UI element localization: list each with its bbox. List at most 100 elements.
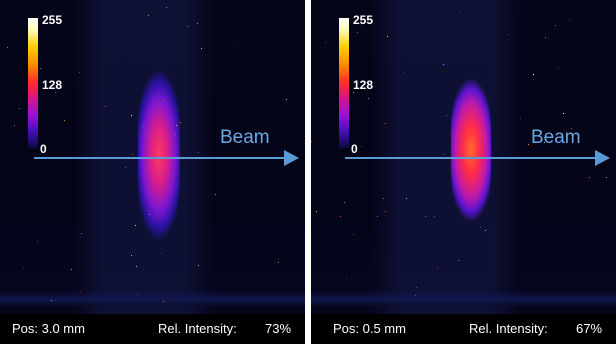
noise-pixel xyxy=(357,32,358,33)
camera-panel-left: 255 128 0 Beam Pos: 3.0 mm Rel. Intensit… xyxy=(0,0,305,344)
noise-pixel xyxy=(353,234,354,235)
intensity-label: Rel. Intensity: xyxy=(158,321,237,336)
colorbar-max-label: 255 xyxy=(353,13,374,27)
noise-pixel xyxy=(7,47,8,48)
noise-pixel xyxy=(361,146,362,147)
noise-pixel xyxy=(52,15,53,16)
noise-pixel xyxy=(416,287,417,288)
noise-pixel xyxy=(125,167,126,168)
noise-pixel xyxy=(558,68,559,69)
noise-pixel xyxy=(176,125,177,126)
noise-pixel xyxy=(533,74,534,75)
position-readout: Pos: 0.5 mm xyxy=(333,321,406,336)
colorbar-min-label: 0 xyxy=(351,142,358,156)
noise-pixel xyxy=(311,141,312,142)
noise-pixel xyxy=(19,108,20,109)
noise-pixel xyxy=(346,278,347,279)
noise-pixel xyxy=(201,48,202,49)
noise-pixel xyxy=(325,42,326,43)
noise-pixel xyxy=(406,198,407,199)
noise-pixel xyxy=(545,37,546,38)
noise-pixel xyxy=(544,142,545,143)
noise-pixel xyxy=(164,100,165,101)
noise-pixel xyxy=(555,25,556,26)
colorbar xyxy=(339,18,349,148)
noise-pixel xyxy=(569,19,570,20)
intensity-value: 67% xyxy=(576,321,603,336)
noise-pixel xyxy=(148,15,149,16)
beam-arrow-line xyxy=(345,157,597,159)
background-floor-glow xyxy=(311,290,616,306)
noise-pixel xyxy=(361,25,362,26)
noise-pixel xyxy=(458,260,459,261)
noise-pixel xyxy=(316,211,317,212)
noise-pixel xyxy=(64,120,65,121)
beam-arrow-head xyxy=(284,150,299,166)
background-floor-glow xyxy=(0,290,305,306)
noise-pixel xyxy=(14,125,15,126)
noise-pixel xyxy=(589,177,590,178)
noise-pixel xyxy=(485,230,486,231)
noise-pixel xyxy=(198,152,199,153)
noise-pixel xyxy=(387,36,388,37)
noise-pixel xyxy=(480,227,481,228)
noise-pixel xyxy=(237,41,238,42)
noise-pixel xyxy=(132,154,133,155)
beam-arrow-line xyxy=(34,157,286,159)
noise-pixel xyxy=(131,255,132,256)
noise-pixel xyxy=(528,144,529,145)
noise-pixel xyxy=(403,72,404,73)
beam-spot xyxy=(138,60,180,250)
noise-pixel xyxy=(353,92,354,93)
noise-pixel xyxy=(137,294,138,295)
noise-pixel xyxy=(147,171,148,172)
noise-pixel xyxy=(80,291,81,292)
noise-pixel xyxy=(444,154,445,155)
noise-pixel xyxy=(40,68,41,69)
noise-pixel xyxy=(437,267,438,268)
noise-pixel xyxy=(606,177,607,178)
noise-pixel xyxy=(163,301,164,302)
noise-pixel xyxy=(37,241,38,242)
noise-pixel xyxy=(215,194,216,195)
position-readout: Pos: 3.0 mm xyxy=(12,321,85,336)
noise-pixel xyxy=(187,26,188,27)
colorbar-mid-label: 128 xyxy=(42,78,63,92)
beam-arrow-head xyxy=(595,150,610,166)
camera-panel-right: 255 128 0 Beam Pos: 0.5 mm Rel. Intensit… xyxy=(311,0,616,344)
noise-pixel xyxy=(51,300,52,301)
noise-pixel xyxy=(175,134,176,135)
noise-pixel xyxy=(135,225,136,226)
noise-pixel xyxy=(385,123,386,124)
noise-pixel xyxy=(563,113,564,114)
colorbar-max-label: 255 xyxy=(42,13,63,27)
intensity-value: 73% xyxy=(265,321,292,336)
noise-pixel xyxy=(383,198,384,199)
noise-pixel xyxy=(377,216,378,217)
noise-pixel xyxy=(415,295,416,296)
noise-pixel xyxy=(508,34,509,35)
noise-pixel xyxy=(55,92,56,93)
noise-pixel xyxy=(385,211,386,212)
noise-pixel xyxy=(571,128,572,129)
noise-pixel xyxy=(180,122,181,123)
noise-pixel xyxy=(520,118,521,119)
beam-label: Beam xyxy=(531,127,581,148)
noise-pixel xyxy=(158,128,159,129)
noise-pixel xyxy=(143,126,144,127)
noise-pixel xyxy=(131,115,132,116)
noise-pixel xyxy=(23,268,24,269)
noise-pixel xyxy=(446,115,447,116)
noise-pixel xyxy=(368,98,369,99)
noise-pixel xyxy=(50,11,51,12)
noise-pixel xyxy=(136,266,137,267)
noise-pixel xyxy=(81,233,82,234)
noise-pixel xyxy=(198,265,199,266)
noise-pixel xyxy=(197,23,198,24)
colorbar-min-label: 0 xyxy=(40,142,47,156)
noise-pixel xyxy=(434,216,435,217)
status-footer: Pos: 3.0 mm Rel. Intensity: 73% xyxy=(0,314,305,344)
noise-pixel xyxy=(149,214,150,215)
noise-pixel xyxy=(443,64,444,65)
beam-label: Beam xyxy=(220,127,270,148)
